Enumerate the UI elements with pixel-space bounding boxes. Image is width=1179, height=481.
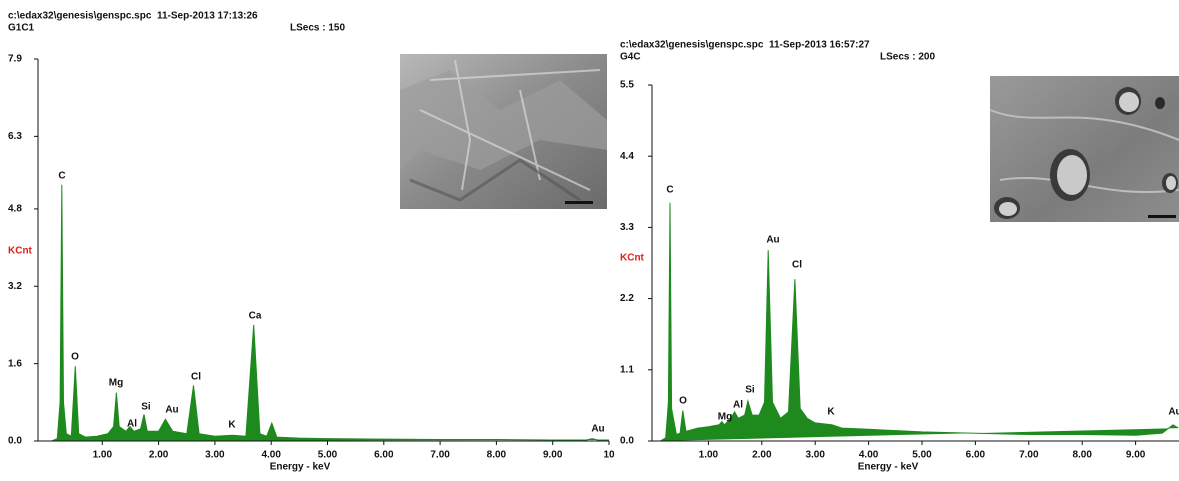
spectrum-chart: c:\edax32\genesis\genspc.spc 11-Sep-2013… xyxy=(8,11,615,473)
peak-label: Au xyxy=(766,235,779,246)
peak-label: Au xyxy=(591,424,604,435)
live-seconds: LSecs : 200 xyxy=(880,52,935,63)
x-tick-label: 10 xyxy=(603,450,615,461)
y-tick-label: 7.9 xyxy=(8,54,22,65)
peak-label: Si xyxy=(745,385,755,396)
x-tick-label: 2.00 xyxy=(149,450,169,461)
peak-label: Mg xyxy=(109,378,123,389)
spectrum-label: G1C1 xyxy=(8,23,35,34)
x-tick-label: 3.00 xyxy=(805,450,825,461)
peak-label: Al xyxy=(733,400,743,411)
peak-label: C xyxy=(666,185,673,196)
peak-label: Au xyxy=(165,405,178,416)
spectrum xyxy=(51,184,609,442)
sem-image-right xyxy=(989,76,1179,222)
peak-label: Al xyxy=(127,419,137,430)
peak-label: C xyxy=(58,171,65,182)
x-tick-label: 4.00 xyxy=(859,450,879,461)
x-tick-label: 5.00 xyxy=(318,450,338,461)
spectrum-chart: c:\edax32\genesis\genspc.spc 11-Sep-2013… xyxy=(620,40,1179,473)
peak-label: Ca xyxy=(249,311,262,322)
y-tick-label: 4.4 xyxy=(620,151,634,162)
y-tick-label: 5.5 xyxy=(620,80,634,91)
header-file: c:\edax32\genesis\genspc.spc 11-Sep-2013… xyxy=(8,11,258,22)
peak-label: O xyxy=(71,352,79,363)
peak-label: O xyxy=(679,396,687,407)
x-tick-label: 2.00 xyxy=(752,450,772,461)
y-tick-label: 1.1 xyxy=(620,364,634,375)
y-tick-label: 3.2 xyxy=(8,281,22,292)
x-tick-label: 8.00 xyxy=(487,450,507,461)
x-tick-label: 3.00 xyxy=(205,450,225,461)
peak-label: K xyxy=(827,407,835,418)
peak-label: Au xyxy=(1168,407,1179,418)
x-tick-label: 4.00 xyxy=(261,450,281,461)
x-axis-label: Energy - keV xyxy=(858,462,919,473)
peak-label: Cl xyxy=(792,260,802,271)
y-axis-label: KCnt xyxy=(620,253,645,264)
y-tick-label: 4.8 xyxy=(8,204,22,215)
x-tick-label: 8.00 xyxy=(1072,450,1092,461)
x-tick-label: 5.00 xyxy=(912,450,932,461)
x-tick-label: 7.00 xyxy=(430,450,450,461)
x-tick-label: 1.00 xyxy=(93,450,113,461)
y-tick-label: 6.3 xyxy=(8,131,22,142)
spectrum xyxy=(660,202,1179,442)
x-tick-label: 9.00 xyxy=(1126,450,1146,461)
header-file: c:\edax32\genesis\genspc.spc 11-Sep-2013… xyxy=(620,40,870,51)
peak-label: Mg xyxy=(718,412,732,423)
x-axis-label: Energy - keV xyxy=(270,462,331,473)
peak-label: Cl xyxy=(191,372,201,383)
x-tick-label: 6.00 xyxy=(374,450,394,461)
y-tick-label: 3.3 xyxy=(620,222,634,233)
y-tick-label: 1.6 xyxy=(8,358,22,369)
y-tick-label: 2.2 xyxy=(620,293,634,304)
x-tick-label: 1.00 xyxy=(699,450,719,461)
x-tick-label: 7.00 xyxy=(1019,450,1039,461)
peak-label: K xyxy=(228,420,236,431)
y-axis-label: KCnt xyxy=(8,246,33,257)
y-tick-label: 0.0 xyxy=(8,436,22,447)
peak-label: Si xyxy=(141,402,151,413)
y-tick-label: 0.0 xyxy=(620,436,634,447)
x-tick-label: 6.00 xyxy=(966,450,986,461)
sem-image-left xyxy=(400,54,607,209)
x-tick-label: 9.00 xyxy=(543,450,563,461)
live-seconds: LSecs : 150 xyxy=(290,23,345,34)
spectrum-label: G4C xyxy=(620,52,641,63)
